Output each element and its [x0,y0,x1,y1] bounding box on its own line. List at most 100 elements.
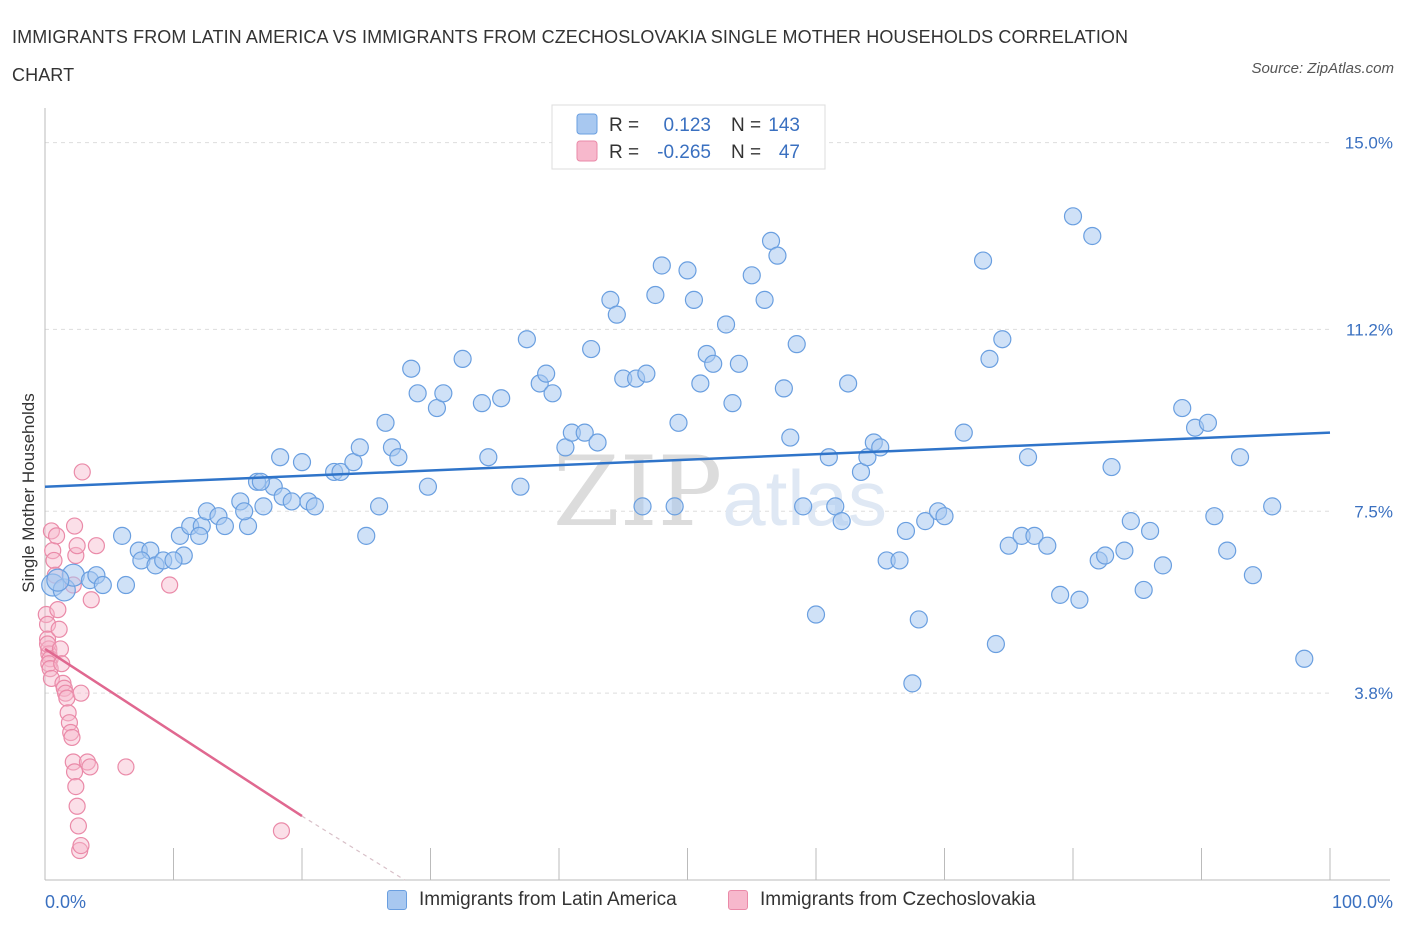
point-latin-america-63 [588,433,607,452]
point-latin-america-40 [357,526,376,545]
point-czechoslovakia-10 [42,522,61,540]
point-latin-america-93 [832,512,851,531]
legend-label-latin-america: Immigrants from Latin America [419,889,677,910]
point-latin-america-106 [935,507,954,526]
point-latin-america-49 [434,384,453,403]
grid-lines [45,142,1330,694]
point-latin-america-104 [909,610,928,629]
point-latin-america-9 [112,526,132,545]
point-latin-america-86 [774,379,793,398]
point-latin-america-6 [93,575,112,595]
point-czechoslovakia-44 [117,758,135,776]
y-tick-label-1: 7.5% [1354,502,1393,521]
point-czechoslovakia-29 [67,777,85,796]
point-latin-america-109 [980,349,999,368]
point-latin-america-136 [1263,497,1282,516]
point-czechoslovakia-31 [69,817,88,835]
point-czechoslovakia-35 [65,517,84,535]
point-latin-america-22 [215,516,234,536]
point-latin-america-46 [408,384,427,403]
point-latin-america-120 [1083,226,1102,246]
point-latin-america-100 [890,551,909,570]
point-latin-america-45 [402,359,421,378]
point-czechoslovakia-38 [72,684,90,702]
y-tick-label-2: 11.2% [1346,320,1393,339]
point-latin-america-7 [116,575,136,595]
trend-lines [44,431,1331,881]
point-latin-america-27 [254,497,273,516]
point-latin-america-132 [1205,507,1224,526]
point-latin-america-102 [903,674,922,693]
point-latin-america-83 [755,290,774,309]
legend-swatch-blue [576,113,598,135]
point-latin-america-88 [787,335,806,354]
point-czechoslovakia-30 [68,797,86,815]
point-latin-america-55 [517,330,536,349]
point-czechoslovakia-16 [50,620,68,638]
series-czechoslovakia-points [37,463,291,860]
point-czechoslovakia-37 [68,537,86,555]
point-latin-america-90 [806,605,826,624]
point-latin-america-44 [389,448,408,467]
point-latin-america-78 [704,354,723,373]
point-latin-america-58 [543,384,562,403]
point-latin-america-89 [794,497,813,516]
point-latin-america-137 [1295,649,1314,668]
point-czechoslovakia-14 [47,527,66,545]
point-latin-america-54 [511,477,530,496]
point-latin-america-50 [453,349,472,368]
point-czechoslovakia-43 [87,537,106,555]
point-latin-america-129 [1173,398,1192,418]
point-czechoslovakia-17 [51,640,70,658]
point-czechoslovakia-15 [49,601,67,619]
point-latin-america-101 [896,521,916,541]
point-latin-america-119 [1070,590,1089,609]
point-latin-america-21 [190,526,209,545]
watermark: ZIPatlas [553,436,887,548]
x-tick-label-1: 100.0% [1332,892,1393,912]
point-latin-america-42 [376,413,395,432]
point-latin-america-79 [716,315,736,334]
legend-swatch-latin-america [387,890,407,910]
point-latin-america-111 [993,330,1012,349]
point-czechoslovakia-33 [72,836,90,855]
point-latin-america-33 [251,472,270,491]
point-latin-america-15 [164,551,183,570]
legend-n-value-1: 143 [768,115,800,136]
point-czechoslovakia-28 [65,763,84,781]
legend-bottom: Immigrants from Latin America Immigrants… [0,889,1406,915]
point-latin-america-80 [723,394,742,413]
point-czechoslovakia-41 [81,758,99,776]
legend-top: R = 0.123 N = 143 R = -0.265 N = 47 [551,104,826,170]
point-latin-america-124 [1121,512,1140,531]
x-tick-label-0: 0.0% [45,892,86,912]
point-latin-america-125 [1115,541,1134,560]
point-latin-america-115 [1025,526,1044,545]
legend-swatch-pink [576,140,598,162]
point-latin-america-118 [1063,207,1083,226]
legend-item-latin-america: Immigrants from Latin America [387,889,677,911]
point-latin-america-47 [418,477,438,496]
point-latin-america-94 [839,374,858,393]
point-latin-america-87 [781,428,800,447]
legend-r-value-2: -0.265 [657,142,711,163]
y-tick-label-0: 3.8% [1354,684,1393,703]
point-latin-america-123 [1102,457,1121,477]
point-latin-america-37 [331,462,350,482]
point-czechoslovakia-12 [45,551,63,570]
legend-label-czechoslovakia: Immigrants from Czechoslovakia [760,889,1036,910]
point-latin-america-57 [537,364,556,383]
chart-title: IMMIGRANTS FROM LATIN AMERICA VS IMMIGRA… [12,27,1129,85]
legend-r-label-1: R = [609,115,639,136]
point-latin-america-133 [1218,541,1237,560]
point-latin-america-76 [691,374,710,393]
series-latin-america-points [41,207,1314,693]
point-latin-america-107 [954,423,973,442]
point-latin-america-112 [999,536,1018,555]
legend-n-label-1: N = [731,115,761,136]
point-latin-america-135 [1243,566,1263,585]
point-latin-america-98 [871,438,890,457]
y-tick-labels: 3.8% 7.5% 11.2% 15.0% [1345,134,1393,704]
point-latin-america-85 [768,246,787,265]
point-latin-america-131 [1198,413,1218,432]
